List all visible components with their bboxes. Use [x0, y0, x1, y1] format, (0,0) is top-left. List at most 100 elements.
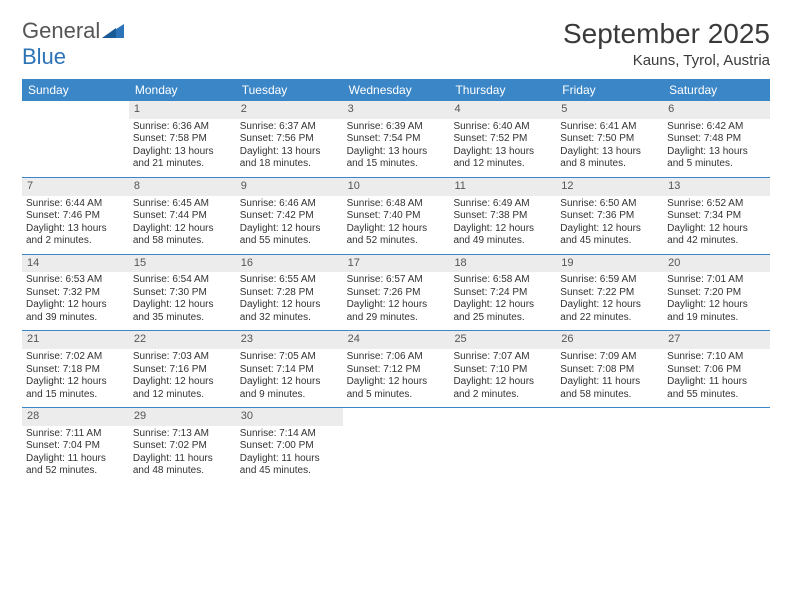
day-cell: 23Sunrise: 7:05 AMSunset: 7:14 PMDayligh… — [236, 331, 343, 407]
sunrise-text: Sunrise: 7:03 AM — [133, 351, 232, 364]
day-body: Sunrise: 6:49 AMSunset: 7:38 PMDaylight:… — [449, 196, 556, 254]
sunrise-text: Sunrise: 7:06 AM — [347, 351, 446, 364]
day-cell: 6Sunrise: 6:42 AMSunset: 7:48 PMDaylight… — [663, 101, 770, 177]
daylight-text: Daylight: 12 hours and 35 minutes. — [133, 299, 232, 324]
daylight-text: Daylight: 11 hours and 52 minutes. — [26, 453, 125, 478]
dow-wednesday: Wednesday — [343, 79, 450, 101]
sunrise-text: Sunrise: 6:45 AM — [133, 198, 232, 211]
sunset-text: Sunset: 7:14 PM — [240, 364, 339, 377]
day-number: 29 — [129, 408, 236, 426]
month-title: September 2025 — [563, 18, 770, 50]
sunrise-text: Sunrise: 7:14 AM — [240, 428, 339, 441]
sunrise-text: Sunrise: 6:55 AM — [240, 274, 339, 287]
sunset-text: Sunset: 7:26 PM — [347, 287, 446, 300]
day-cell: 22Sunrise: 7:03 AMSunset: 7:16 PMDayligh… — [129, 331, 236, 407]
day-cell: 7Sunrise: 6:44 AMSunset: 7:46 PMDaylight… — [22, 178, 129, 254]
day-number: 15 — [129, 255, 236, 273]
sunrise-text: Sunrise: 7:11 AM — [26, 428, 125, 441]
calendar-page: General September 2025 Kauns, Tyrol, Aus… — [0, 0, 792, 494]
day-number: 9 — [236, 178, 343, 196]
day-cell: 8Sunrise: 6:45 AMSunset: 7:44 PMDaylight… — [129, 178, 236, 254]
logo-text-general: General — [22, 18, 100, 44]
dow-monday: Monday — [129, 79, 236, 101]
day-number: 5 — [556, 101, 663, 119]
day-cell: . — [663, 408, 770, 484]
day-body: Sunrise: 6:40 AMSunset: 7:52 PMDaylight:… — [449, 119, 556, 177]
daylight-text: Daylight: 12 hours and 29 minutes. — [347, 299, 446, 324]
sunset-text: Sunset: 7:48 PM — [667, 133, 766, 146]
sunset-text: Sunset: 7:22 PM — [560, 287, 659, 300]
day-cell: 29Sunrise: 7:13 AMSunset: 7:02 PMDayligh… — [129, 408, 236, 484]
sunrise-text: Sunrise: 6:49 AM — [453, 198, 552, 211]
daylight-text: Daylight: 11 hours and 58 minutes. — [560, 376, 659, 401]
day-body: Sunrise: 6:46 AMSunset: 7:42 PMDaylight:… — [236, 196, 343, 254]
day-body: Sunrise: 6:39 AMSunset: 7:54 PMDaylight:… — [343, 119, 450, 177]
day-number: 1 — [129, 101, 236, 119]
daylight-text: Daylight: 12 hours and 45 minutes. — [560, 223, 659, 248]
daylight-text: Daylight: 12 hours and 49 minutes. — [453, 223, 552, 248]
day-body: Sunrise: 6:58 AMSunset: 7:24 PMDaylight:… — [449, 272, 556, 330]
day-number: 23 — [236, 331, 343, 349]
daylight-text: Daylight: 12 hours and 32 minutes. — [240, 299, 339, 324]
sunset-text: Sunset: 7:46 PM — [26, 210, 125, 223]
daylight-text: Daylight: 11 hours and 48 minutes. — [133, 453, 232, 478]
day-number: 19 — [556, 255, 663, 273]
daylight-text: Daylight: 12 hours and 22 minutes. — [560, 299, 659, 324]
day-number: 28 — [22, 408, 129, 426]
sunset-text: Sunset: 7:28 PM — [240, 287, 339, 300]
day-cell: 26Sunrise: 7:09 AMSunset: 7:08 PMDayligh… — [556, 331, 663, 407]
day-cell: 28Sunrise: 7:11 AMSunset: 7:04 PMDayligh… — [22, 408, 129, 484]
week-row: 7Sunrise: 6:44 AMSunset: 7:46 PMDaylight… — [22, 177, 770, 254]
dow-friday: Friday — [556, 79, 663, 101]
day-body: Sunrise: 6:44 AMSunset: 7:46 PMDaylight:… — [22, 196, 129, 254]
day-body: Sunrise: 7:03 AMSunset: 7:16 PMDaylight:… — [129, 349, 236, 407]
sunrise-text: Sunrise: 6:39 AM — [347, 121, 446, 134]
week-row: .1Sunrise: 6:36 AMSunset: 7:58 PMDayligh… — [22, 101, 770, 177]
sunrise-text: Sunrise: 6:37 AM — [240, 121, 339, 134]
day-number: 10 — [343, 178, 450, 196]
daylight-text: Daylight: 12 hours and 55 minutes. — [240, 223, 339, 248]
day-cell: 20Sunrise: 7:01 AMSunset: 7:20 PMDayligh… — [663, 255, 770, 331]
sunrise-text: Sunrise: 6:36 AM — [133, 121, 232, 134]
sunset-text: Sunset: 7:50 PM — [560, 133, 659, 146]
day-body: Sunrise: 6:45 AMSunset: 7:44 PMDaylight:… — [129, 196, 236, 254]
sunset-text: Sunset: 7:56 PM — [240, 133, 339, 146]
day-body: Sunrise: 7:07 AMSunset: 7:10 PMDaylight:… — [449, 349, 556, 407]
sunrise-text: Sunrise: 6:52 AM — [667, 198, 766, 211]
day-body: Sunrise: 7:14 AMSunset: 7:00 PMDaylight:… — [236, 426, 343, 484]
week-row: 28Sunrise: 7:11 AMSunset: 7:04 PMDayligh… — [22, 407, 770, 484]
sunrise-text: Sunrise: 6:46 AM — [240, 198, 339, 211]
sunset-text: Sunset: 7:30 PM — [133, 287, 232, 300]
day-body: Sunrise: 7:09 AMSunset: 7:08 PMDaylight:… — [556, 349, 663, 407]
day-body: Sunrise: 6:41 AMSunset: 7:50 PMDaylight:… — [556, 119, 663, 177]
daylight-text: Daylight: 13 hours and 8 minutes. — [560, 146, 659, 171]
day-body: Sunrise: 6:48 AMSunset: 7:40 PMDaylight:… — [343, 196, 450, 254]
sunrise-text: Sunrise: 7:10 AM — [667, 351, 766, 364]
daylight-text: Daylight: 13 hours and 15 minutes. — [347, 146, 446, 171]
day-cell: 18Sunrise: 6:58 AMSunset: 7:24 PMDayligh… — [449, 255, 556, 331]
day-body: Sunrise: 7:05 AMSunset: 7:14 PMDaylight:… — [236, 349, 343, 407]
sunset-text: Sunset: 7:06 PM — [667, 364, 766, 377]
calendar-grid: Sunday Monday Tuesday Wednesday Thursday… — [22, 79, 770, 484]
day-body: Sunrise: 6:54 AMSunset: 7:30 PMDaylight:… — [129, 272, 236, 330]
sunset-text: Sunset: 7:34 PM — [667, 210, 766, 223]
sunrise-text: Sunrise: 6:57 AM — [347, 274, 446, 287]
sunset-text: Sunset: 7:10 PM — [453, 364, 552, 377]
day-body: Sunrise: 6:53 AMSunset: 7:32 PMDaylight:… — [22, 272, 129, 330]
day-cell: 19Sunrise: 6:59 AMSunset: 7:22 PMDayligh… — [556, 255, 663, 331]
day-of-week-header: Sunday Monday Tuesday Wednesday Thursday… — [22, 79, 770, 101]
sunset-text: Sunset: 7:12 PM — [347, 364, 446, 377]
daylight-text: Daylight: 13 hours and 18 minutes. — [240, 146, 339, 171]
sunset-text: Sunset: 7:00 PM — [240, 440, 339, 453]
sunrise-text: Sunrise: 6:59 AM — [560, 274, 659, 287]
day-number: 12 — [556, 178, 663, 196]
day-number: 3 — [343, 101, 450, 119]
sunset-text: Sunset: 7:38 PM — [453, 210, 552, 223]
dow-thursday: Thursday — [449, 79, 556, 101]
sunrise-text: Sunrise: 6:41 AM — [560, 121, 659, 134]
day-cell: 1Sunrise: 6:36 AMSunset: 7:58 PMDaylight… — [129, 101, 236, 177]
day-cell: 16Sunrise: 6:55 AMSunset: 7:28 PMDayligh… — [236, 255, 343, 331]
day-number: 11 — [449, 178, 556, 196]
day-number: 20 — [663, 255, 770, 273]
day-body: Sunrise: 6:50 AMSunset: 7:36 PMDaylight:… — [556, 196, 663, 254]
